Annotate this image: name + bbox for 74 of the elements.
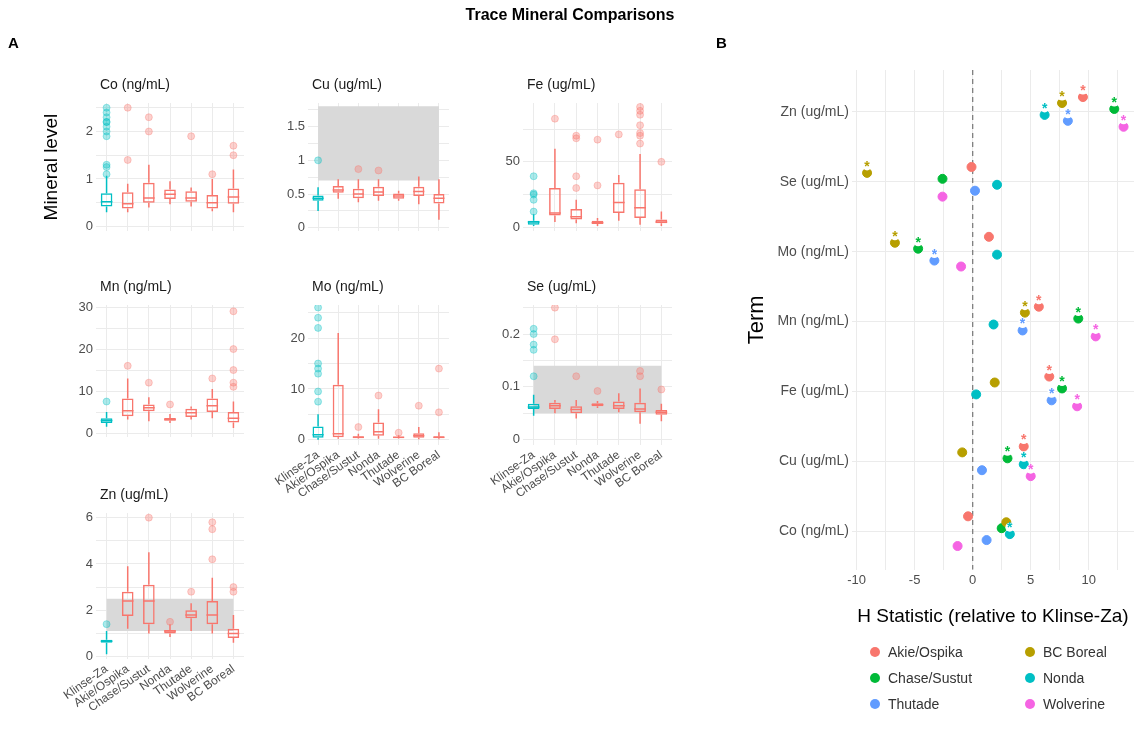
y-tick-label: 0.2 — [501, 325, 520, 341]
y-tick-label: 10 — [290, 380, 305, 396]
legend-label: BC Boreal — [1043, 644, 1107, 660]
y-tick-label: 50 — [505, 153, 520, 169]
y-tick-label: 2 — [85, 601, 93, 617]
y-tick-label: 20 — [78, 340, 93, 356]
y-tick-label: Fe (ug/mL) — [780, 382, 849, 399]
data-label: * — [1048, 385, 1055, 402]
y-tick-label: 1 — [297, 151, 305, 167]
data-label: * — [1065, 105, 1072, 122]
legend-label: Akie/Ospika — [888, 644, 963, 660]
chart-title: Cu (ug/mL) — [312, 76, 383, 92]
y-tick-label: Cu (ug/mL) — [778, 452, 849, 469]
y-tick-label: 1 — [85, 170, 93, 186]
x-tick-label: -10 — [847, 571, 867, 587]
y-tick-label: 10 — [78, 382, 93, 398]
data-label: * — [1007, 519, 1014, 536]
x-tick-label: -5 — [908, 571, 921, 587]
y-axis-title: Mineral level — [39, 113, 61, 221]
y-tick-label: 0 — [85, 648, 93, 664]
data-label: * — [1075, 303, 1082, 320]
data-label: * — [1036, 291, 1043, 308]
data-label: * — [1022, 297, 1029, 314]
chart-title: Co (ng/mL) — [100, 76, 171, 92]
data-label: * — [1111, 93, 1118, 110]
text: Trace Mineral Comparisons — [465, 6, 675, 24]
chart-title: Mn (ng/mL) — [100, 278, 172, 294]
y-tick-label: 0 — [85, 218, 93, 234]
data-label: * — [1092, 321, 1099, 338]
chart-title: Zn (ug/mL) — [100, 486, 169, 502]
y-tick-label: 20 — [290, 329, 305, 345]
y-tick-label: Mn (ng/mL) — [777, 312, 849, 329]
y-tick-label: 0 — [297, 431, 305, 447]
text: B — [716, 34, 727, 51]
data-label: * — [1046, 361, 1053, 378]
y-tick-label: 6 — [85, 509, 93, 525]
data-label: * — [931, 245, 938, 262]
y-tick-label: 2 — [85, 123, 93, 139]
data-label: * — [1004, 443, 1011, 460]
data-label: * — [915, 233, 922, 250]
y-tick-label: 30 — [78, 298, 93, 314]
y-tick-label: 0 — [512, 431, 520, 447]
data-label: * — [1027, 461, 1034, 478]
data-label: * — [1019, 315, 1026, 332]
y-tick-label: 0.5 — [286, 185, 305, 201]
data-label: * — [864, 157, 871, 174]
data-label: * — [1041, 99, 1048, 116]
data-label: * — [1059, 88, 1066, 105]
data-label: * — [1021, 449, 1028, 466]
data-label: * — [1074, 391, 1081, 408]
x-tick-label: 5 — [1027, 571, 1035, 587]
y-tick-label: Mo (ng/mL) — [777, 242, 849, 259]
chart-title: Se (ug/mL) — [527, 278, 597, 294]
data-label: * — [892, 227, 899, 244]
y-tick-label: Zn (ug/mL) — [780, 102, 849, 119]
chart-title: Mo (ng/mL) — [312, 278, 384, 294]
x-tick-label: 10 — [1081, 571, 1096, 587]
y-tick-label: 0.1 — [501, 378, 520, 394]
y-tick-label: 0 — [297, 219, 305, 235]
y-axis-title: Term — [743, 295, 769, 345]
y-tick-label: Se (ug/mL) — [779, 172, 849, 189]
chart-title: Fe (ug/mL) — [527, 76, 596, 92]
x-axis-title: H Statistic (relative to Klinse-Za) — [857, 604, 1129, 626]
y-tick-label: 0 — [85, 424, 93, 440]
y-tick-label: 4 — [85, 555, 93, 571]
data-label: * — [1059, 373, 1066, 390]
text: A — [8, 34, 19, 51]
data-label: * — [1021, 431, 1028, 448]
y-tick-label: Co (ng/mL) — [778, 522, 849, 539]
y-tick-label: 0 — [512, 218, 520, 234]
y-tick-label: 1.5 — [286, 118, 305, 134]
data-label: * — [1120, 111, 1127, 128]
data-label: * — [1080, 82, 1087, 99]
x-tick-label: 0 — [969, 571, 977, 587]
